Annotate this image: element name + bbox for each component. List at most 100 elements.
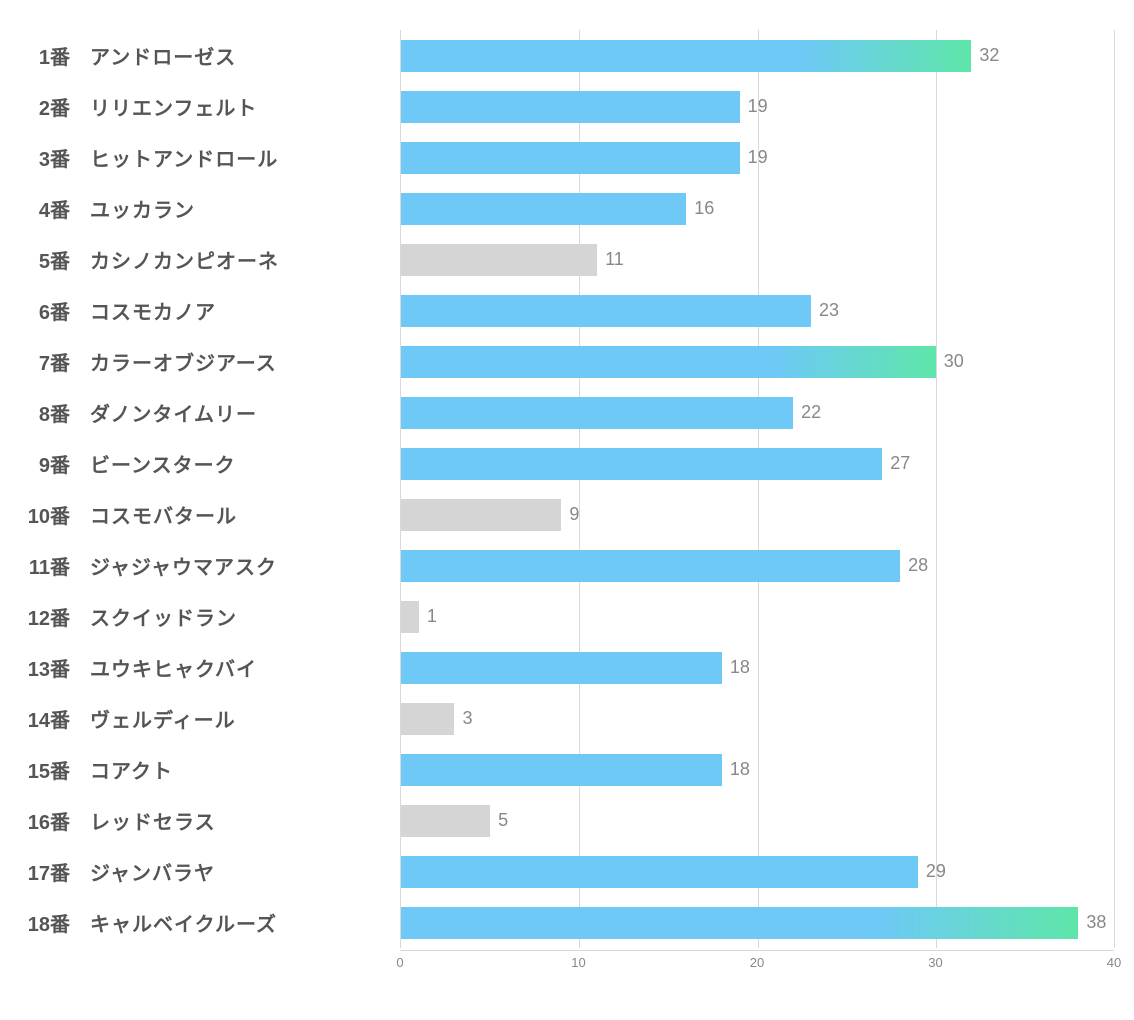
row-label: 13番ユウキヒャクバイ — [20, 653, 400, 682]
plot-cell: 28 — [400, 540, 1114, 591]
row-number: 10番 — [20, 500, 90, 529]
bar — [401, 907, 1078, 939]
bar-wrap: 19 — [401, 142, 1114, 174]
row-name: コアクト — [90, 755, 173, 784]
chart-row: 15番コアクト 18 — [20, 744, 1114, 795]
bar-wrap: 1 — [401, 601, 1114, 633]
chart-row: 11番ジャジャウマアスク28 — [20, 540, 1114, 591]
row-number: 5番 — [20, 245, 90, 274]
gridline — [1114, 846, 1115, 897]
chart-rows: 1番アンドローゼス322番リリエンフェルト193番ヒットアンドロール194番ユッ… — [20, 30, 1114, 948]
row-number: 6番 — [20, 296, 90, 325]
row-name: アンドローゼス — [90, 41, 236, 70]
axis-plot: 010203040 — [400, 950, 1114, 978]
chart-row: 2番リリエンフェルト 19 — [20, 81, 1114, 132]
bar — [401, 244, 597, 276]
row-label: 11番ジャジャウマアスク — [20, 551, 400, 580]
row-number: 14番 — [20, 704, 90, 733]
row-name: コスモバタール — [90, 500, 237, 529]
bar — [401, 805, 490, 837]
row-name: ヴェルディール — [90, 704, 236, 733]
bar-wrap: 23 — [401, 295, 1114, 327]
bar-wrap: 18 — [401, 754, 1114, 786]
row-number: 3番 — [20, 143, 90, 172]
plot-cell: 19 — [400, 81, 1114, 132]
bar — [401, 703, 454, 735]
row-number: 4番 — [20, 194, 90, 223]
plot-cell: 23 — [400, 285, 1114, 336]
gridline — [1114, 540, 1115, 591]
row-label: 3番ヒットアンドロール — [20, 143, 400, 172]
row-name: カシノカンピオーネ — [90, 245, 279, 274]
bar-value: 1 — [427, 606, 437, 627]
plot-cell: 22 — [400, 387, 1114, 438]
bar-wrap: 11 — [401, 244, 1114, 276]
row-number: 7番 — [20, 347, 90, 376]
bar — [401, 448, 882, 480]
bar-wrap: 5 — [401, 805, 1114, 837]
x-axis: 010203040 — [20, 950, 1114, 978]
bar-wrap: 32 — [401, 40, 1114, 72]
bar-value: 18 — [730, 657, 750, 678]
bar-value: 5 — [498, 810, 508, 831]
row-name: コスモカノア — [90, 296, 216, 325]
bar — [401, 499, 561, 531]
row-label: 16番レッドセラス — [20, 806, 400, 835]
chart-row: 16番レッドセラス 5 — [20, 795, 1114, 846]
plot-cell: 5 — [400, 795, 1114, 846]
gridline — [1114, 234, 1115, 285]
plot-cell: 19 — [400, 132, 1114, 183]
chart-row: 1番アンドローゼス32 — [20, 30, 1114, 81]
plot-cell: 30 — [400, 336, 1114, 387]
row-name: レッドセラス — [90, 806, 216, 835]
bar-value: 32 — [979, 45, 999, 66]
bar-wrap: 38 — [401, 907, 1114, 939]
row-name: スクイッドラン — [90, 602, 237, 631]
bar-wrap: 29 — [401, 856, 1114, 888]
row-number: 12番 — [20, 602, 90, 631]
gridline — [1114, 744, 1115, 795]
row-number: 13番 — [20, 653, 90, 682]
row-number: 8番 — [20, 398, 90, 427]
chart-row: 4番ユッカラン16 — [20, 183, 1114, 234]
bar — [401, 397, 793, 429]
bar-wrap: 18 — [401, 652, 1114, 684]
x-tick: 20 — [750, 955, 764, 970]
x-tick: 30 — [928, 955, 942, 970]
bar-wrap: 28 — [401, 550, 1114, 582]
row-label: 6番コスモカノア — [20, 296, 400, 325]
chart-row: 18番キャルベイクルーズ38 — [20, 897, 1114, 948]
plot-cell: 32 — [400, 30, 1114, 81]
plot-cell: 1 — [400, 591, 1114, 642]
chart-row: 7番カラーオブジアース 30 — [20, 336, 1114, 387]
bar — [401, 295, 811, 327]
chart-row: 3番ヒットアンドロール19 — [20, 132, 1114, 183]
bar-value: 18 — [730, 759, 750, 780]
bar-value: 3 — [462, 708, 472, 729]
row-name: カラーオブジアース — [90, 347, 277, 376]
bar-value: 19 — [748, 96, 768, 117]
bar — [401, 40, 971, 72]
gridline — [1114, 336, 1115, 387]
bar-wrap: 22 — [401, 397, 1114, 429]
row-label: 14番ヴェルディール — [20, 704, 400, 733]
row-name: ユウキヒャクバイ — [90, 653, 257, 682]
bar-wrap: 19 — [401, 91, 1114, 123]
bar — [401, 856, 918, 888]
bar-value: 30 — [944, 351, 964, 372]
gridline — [1114, 387, 1115, 438]
bar-value: 23 — [819, 300, 839, 321]
gridline — [1114, 795, 1115, 846]
row-label: 2番リリエンフェルト — [20, 92, 400, 121]
row-label: 7番カラーオブジアース — [20, 347, 400, 376]
bar-value: 9 — [569, 504, 579, 525]
row-label: 5番カシノカンピオーネ — [20, 245, 400, 274]
chart-row: 12番スクイッドラン 1 — [20, 591, 1114, 642]
row-name: ジャジャウマアスク — [90, 551, 277, 580]
row-name: ヒットアンドロール — [90, 143, 278, 172]
bar-value: 27 — [890, 453, 910, 474]
row-number: 2番 — [20, 92, 90, 121]
gridline — [1114, 591, 1115, 642]
bar-wrap: 3 — [401, 703, 1114, 735]
row-label: 15番コアクト — [20, 755, 400, 784]
